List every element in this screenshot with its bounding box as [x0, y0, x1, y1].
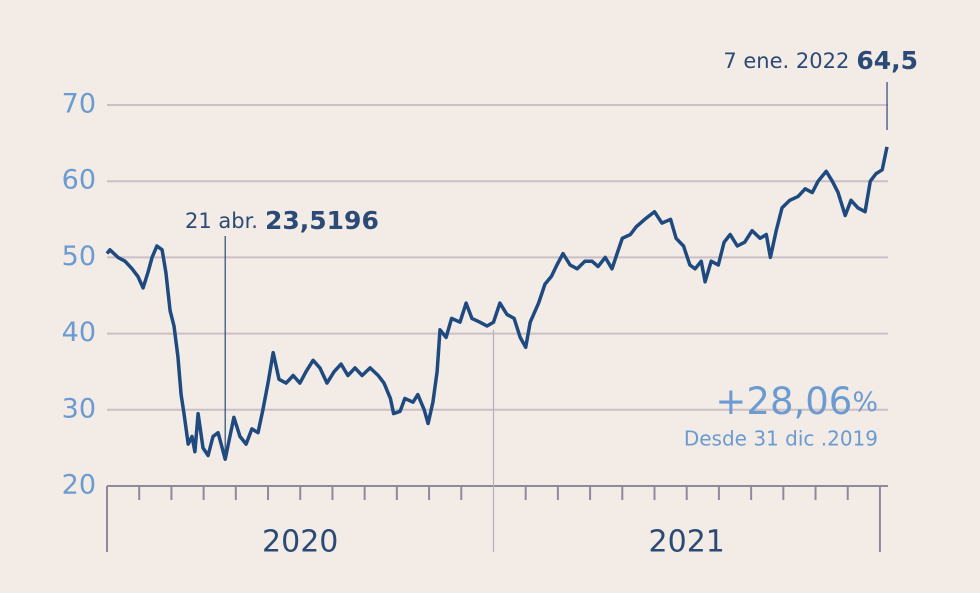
y-tick-label: 50	[62, 241, 96, 272]
annotation-date: 21 abr.	[185, 209, 258, 233]
y-tick-label: 30	[62, 393, 96, 424]
annotation: 21 abr. 23,5196	[185, 206, 379, 235]
y-tick-label: 20	[62, 470, 96, 501]
price-line	[105, 146, 889, 461]
change-note: Desde 31 dic .2019	[684, 427, 878, 451]
annotation-value: 23,5196	[265, 206, 379, 235]
annotation-date: 7 ene. 2022	[723, 49, 849, 73]
annotation-value: 64,5	[856, 46, 918, 75]
x-period-label: 2020	[262, 525, 338, 560]
y-tick-label: 40	[62, 317, 96, 348]
change-value: +28,06	[715, 380, 852, 423]
x-period-label: 2021	[649, 525, 725, 560]
annotation: 7 ene. 2022 64,5	[723, 46, 918, 75]
change-unit: %	[852, 387, 878, 418]
y-tick-label: 70	[62, 89, 96, 120]
change-label: +28,06%	[715, 380, 878, 423]
y-tick-label: 60	[62, 165, 96, 196]
